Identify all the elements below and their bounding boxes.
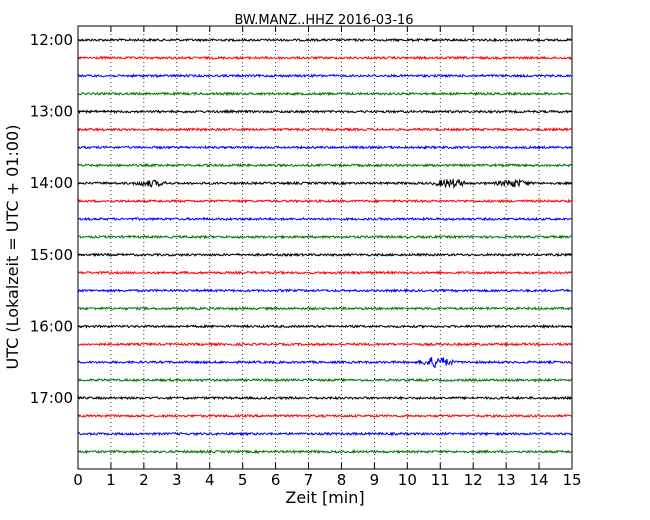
x-tick-label: 9	[370, 471, 380, 489]
trace-1445	[77, 234, 572, 240]
y-tick-label: 12:00	[30, 31, 73, 49]
trace-1600	[77, 323, 572, 330]
chart-title: BW.MANZ..HHZ 2016-03-16	[234, 13, 413, 28]
trace-1500	[77, 252, 572, 258]
trace-1300	[77, 109, 572, 115]
trace-1230	[77, 73, 572, 79]
axis-ticks: 0 1 2 3 4 5 6 7 8 9 10 11 12 13 14 1512:0013:0014:0015:…	[30, 26, 582, 489]
trace-1515	[77, 270, 572, 276]
y-tick-label: 17:00	[30, 389, 73, 407]
trace-1315	[77, 127, 572, 133]
y-tick-label: 14:00	[30, 174, 73, 192]
x-tick-label: 1	[106, 471, 116, 489]
x-tick-label: 12	[464, 471, 483, 489]
trace-1245	[77, 91, 572, 97]
trace-1330	[77, 144, 572, 150]
x-tick-label: 2	[139, 471, 149, 489]
x-tick-label: 13	[497, 471, 516, 489]
trace-1615	[77, 341, 572, 347]
trace-1415	[77, 198, 572, 204]
traces	[77, 37, 572, 455]
y-axis-label: UTC (Lokalzeit = UTC + 01:00)	[3, 125, 22, 370]
x-tick-label: 8	[337, 471, 347, 489]
trace-1715	[77, 413, 572, 419]
trace-1345	[77, 162, 572, 168]
x-tick-label: 15	[562, 471, 581, 489]
trace-1545	[77, 306, 572, 311]
x-tick-label: 0	[73, 471, 83, 489]
trace-1215	[77, 55, 572, 61]
x-tick-label: 11	[431, 471, 450, 489]
trace-1700	[77, 395, 572, 401]
trace-1745	[77, 449, 572, 455]
plot-frame	[77, 25, 573, 470]
x-axis-label: Zeit [min]	[285, 488, 364, 507]
y-tick-label: 15:00	[30, 246, 73, 264]
trace-1400	[77, 178, 572, 189]
trace-1200	[77, 37, 572, 43]
x-tick-label: 7	[304, 471, 314, 489]
x-tick-label: 6	[271, 471, 281, 489]
trace-1630	[77, 357, 572, 369]
x-tick-label: 4	[205, 471, 215, 489]
trace-1730	[77, 431, 572, 437]
trace-1645	[77, 377, 572, 383]
trace-1530	[77, 288, 572, 294]
x-tick-label: 3	[172, 471, 182, 489]
trace-1430	[77, 216, 572, 222]
x-tick-label: 5	[238, 471, 248, 489]
y-tick-label: 13:00	[30, 103, 73, 121]
x-tick-label: 14	[530, 471, 549, 489]
y-tick-label: 16:00	[30, 317, 73, 335]
x-tick-label: 10	[398, 471, 417, 489]
